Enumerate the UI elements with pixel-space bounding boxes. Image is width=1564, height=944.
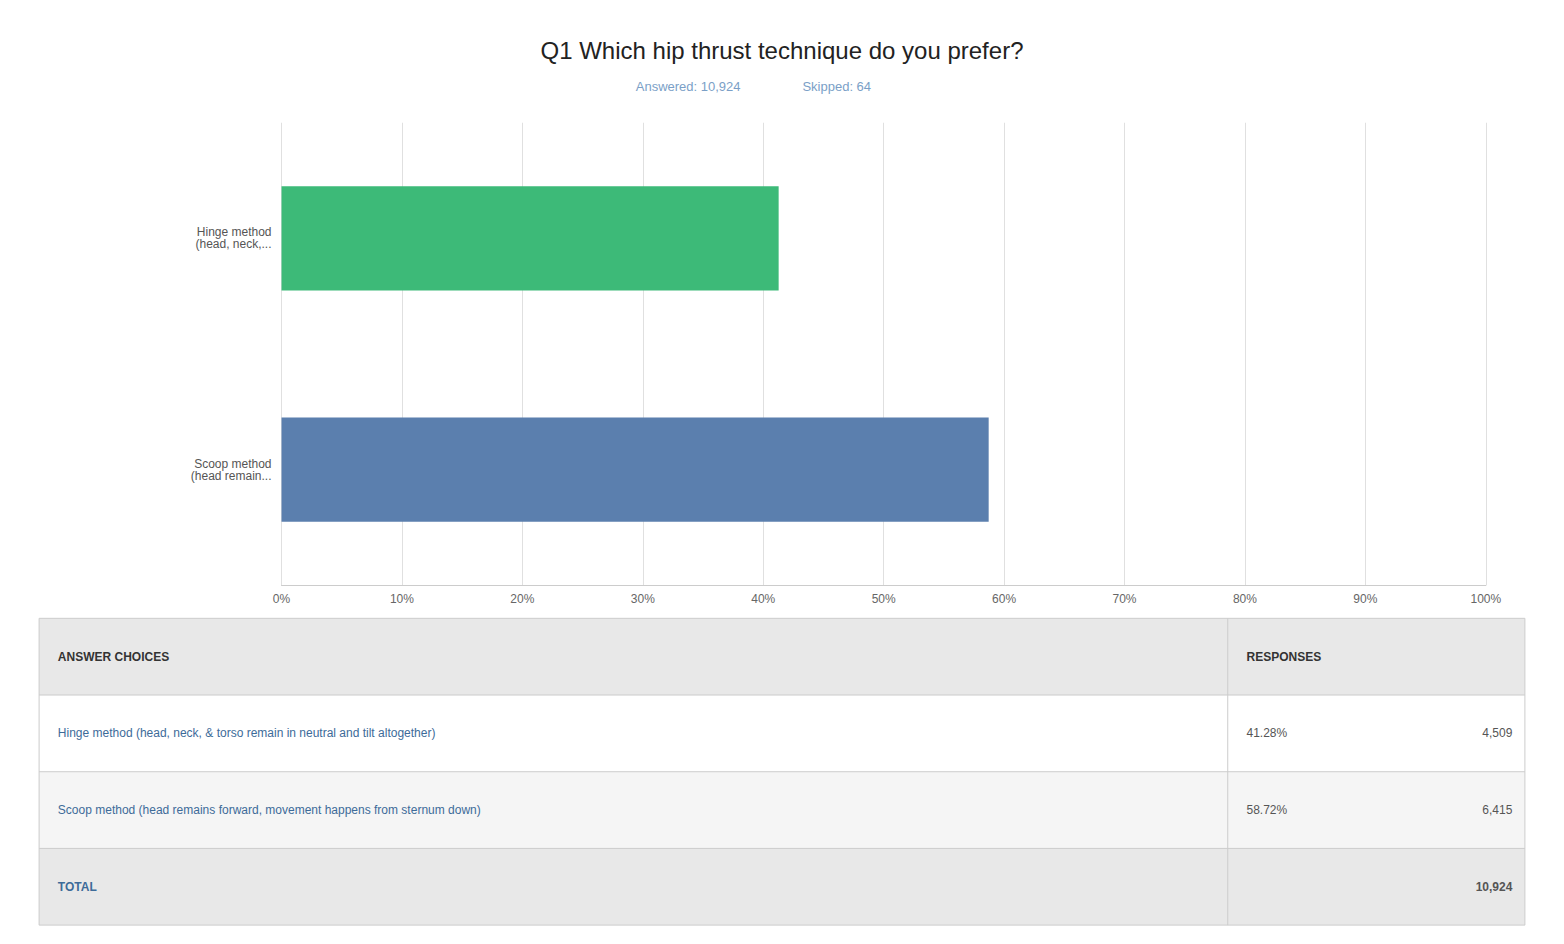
svg-text:6,415: 6,415	[1482, 803, 1512, 817]
svg-text:100%: 100%	[1470, 592, 1501, 606]
svg-text:4,509: 4,509	[1482, 726, 1512, 740]
svg-text:Q1 Which hip thrust technique: Q1 Which hip thrust technique do you pre…	[541, 37, 1024, 64]
svg-text:Skipped: 64: Skipped: 64	[802, 79, 871, 94]
svg-text:RESPONSES: RESPONSES	[1247, 650, 1322, 664]
svg-text:41.28%: 41.28%	[1247, 726, 1288, 740]
svg-text:50%: 50%	[872, 592, 896, 606]
svg-text:70%: 70%	[1113, 592, 1137, 606]
svg-text:10%: 10%	[390, 592, 414, 606]
svg-text:40%: 40%	[751, 592, 775, 606]
svg-text:0%: 0%	[273, 592, 291, 606]
svg-text:60%: 60%	[992, 592, 1016, 606]
svg-text:10,924: 10,924	[1476, 880, 1513, 894]
svg-text:90%: 90%	[1353, 592, 1377, 606]
svg-text:Scoop method: Scoop method	[194, 456, 272, 471]
svg-text:80%: 80%	[1233, 592, 1257, 606]
svg-text:30%: 30%	[631, 592, 655, 606]
svg-text:Hinge method (head, neck, & to: Hinge method (head, neck, & torso remain…	[58, 726, 436, 740]
svg-text:Answered: 10,924: Answered: 10,924	[636, 79, 741, 94]
svg-text:TOTAL: TOTAL	[58, 880, 97, 894]
svg-text:ANSWER CHOICES: ANSWER CHOICES	[58, 650, 169, 664]
svg-text:(head, neck,...: (head, neck,...	[195, 237, 271, 251]
svg-text:58.72%: 58.72%	[1247, 803, 1288, 817]
svg-text:Scoop method (head remains for: Scoop method (head remains forward, move…	[58, 803, 481, 817]
svg-text:20%: 20%	[510, 592, 534, 606]
svg-text:(head remain...: (head remain...	[191, 469, 272, 483]
svg-text:Hinge method: Hinge method	[196, 225, 272, 240]
